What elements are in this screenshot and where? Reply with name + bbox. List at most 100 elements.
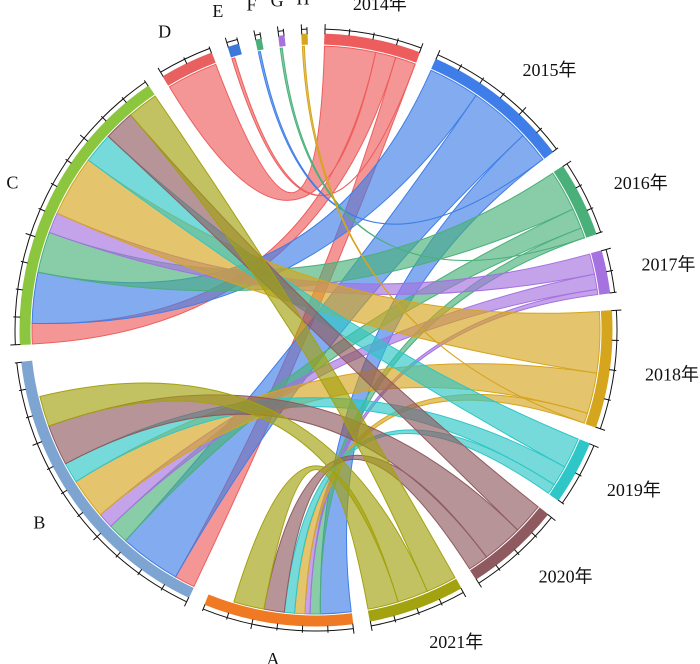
segment-tick <box>160 584 166 591</box>
segment-tick <box>259 32 262 40</box>
segment-arc-6 <box>469 507 549 580</box>
segment-arc-12 <box>227 43 242 58</box>
segment-tick <box>575 472 582 477</box>
ribbon-6 <box>37 172 574 292</box>
segment-rim <box>226 38 238 43</box>
segment-rim <box>16 362 187 603</box>
segment-tick <box>183 57 188 64</box>
segment-tick <box>457 64 463 71</box>
segment-tick <box>25 415 33 419</box>
segment-tick <box>60 489 68 495</box>
segment-rim <box>371 592 464 627</box>
ribbon-16 <box>64 397 566 486</box>
segment-label-2: 2016年 <box>614 173 668 193</box>
segment-tick <box>595 231 603 235</box>
segment-rim <box>566 163 602 233</box>
segment-tick <box>137 569 143 576</box>
segment-tick <box>586 207 594 211</box>
segment-tick <box>46 466 54 471</box>
segment-arc-7 <box>367 578 462 622</box>
segment-tick <box>557 499 565 505</box>
segment-label-3: 2017年 <box>642 255 696 275</box>
ribbon-25 <box>257 50 544 225</box>
segment-label-9: B <box>33 512 45 532</box>
segment-tick <box>393 615 397 623</box>
segment-tick <box>121 96 127 103</box>
segment-tick <box>208 46 212 54</box>
segment-tick <box>201 604 206 612</box>
segment-arc-15 <box>301 33 308 45</box>
segment-arc-14 <box>278 35 286 47</box>
segment-rim <box>561 445 595 504</box>
segment-tick <box>282 28 285 36</box>
segment-label-13: F <box>247 0 257 14</box>
segment-tick <box>562 160 572 167</box>
segment-arc-3 <box>590 250 611 295</box>
segment-tick <box>143 80 149 87</box>
segment-label-5: 2019年 <box>607 480 661 500</box>
segment-tick <box>348 28 351 36</box>
segment-rim <box>254 33 261 36</box>
segment-tick <box>514 549 520 556</box>
segment-tick <box>495 564 501 571</box>
segment-tick <box>609 291 617 294</box>
segment-rim <box>599 310 618 429</box>
segment-rim <box>325 28 422 49</box>
label-layer: 2014年 2015年 2016年 2017年 2018年 2019年 2020年 2021年… <box>6 0 699 664</box>
segment-tick <box>115 551 121 558</box>
ribbon-12 <box>56 159 601 374</box>
segment-tick <box>606 269 614 273</box>
segment-tick <box>372 32 375 40</box>
segment-tick <box>438 598 443 606</box>
segment-tick <box>531 532 538 538</box>
segment-label-12: E <box>212 1 223 21</box>
segment-label-14: G <box>271 0 284 10</box>
segment-tick <box>15 288 23 291</box>
segment-tick <box>19 388 27 392</box>
segment-tick <box>50 182 58 188</box>
segment-arc-8 <box>204 594 354 627</box>
ribbon-26 <box>279 47 585 261</box>
segment-rim <box>278 30 284 32</box>
ribbon-1 <box>31 51 397 345</box>
ribbon-23 <box>233 465 399 610</box>
ribbon-24 <box>231 57 416 196</box>
segment-rim <box>202 608 354 632</box>
segment-arc-10 <box>19 85 155 346</box>
segment-label-10: C <box>6 173 18 193</box>
segment-tick <box>369 620 373 631</box>
segment-tick <box>100 115 107 122</box>
ribbon-8 <box>309 227 586 615</box>
segment-tick <box>226 612 230 620</box>
segment-arc-11 <box>162 52 216 86</box>
segment-arc-5 <box>549 439 590 501</box>
segment-label-4: 2018年 <box>645 365 699 385</box>
segment-arc-1 <box>431 58 554 159</box>
ribbon-layer <box>31 45 601 615</box>
ribbon-17 <box>283 429 555 614</box>
segment-label-15: H <box>297 0 310 8</box>
segment-label-7: 2021年 <box>429 632 483 652</box>
segment-tick <box>236 37 240 45</box>
segment-tick <box>479 77 485 84</box>
segment-arc-13 <box>255 38 264 51</box>
segment-tick <box>77 512 84 518</box>
segment-tick <box>499 92 505 99</box>
segment-rim <box>605 249 616 293</box>
segment-tick <box>14 361 22 364</box>
arc-layer <box>10 24 622 634</box>
segment-label-11: D <box>158 21 171 41</box>
segment-rim <box>478 517 552 584</box>
segment-label-1: 2015年 <box>523 60 577 80</box>
ribbon-27 <box>301 45 585 424</box>
segment-tick <box>609 369 617 372</box>
segment-tick <box>20 260 28 264</box>
ribbon-21 <box>129 95 456 592</box>
segment-arc-9 <box>21 360 194 598</box>
segment-rim <box>14 81 146 345</box>
segment-arc-0 <box>324 33 421 63</box>
segment-tick <box>65 158 72 164</box>
segment-tick <box>603 398 611 401</box>
segment-tick <box>536 127 543 134</box>
